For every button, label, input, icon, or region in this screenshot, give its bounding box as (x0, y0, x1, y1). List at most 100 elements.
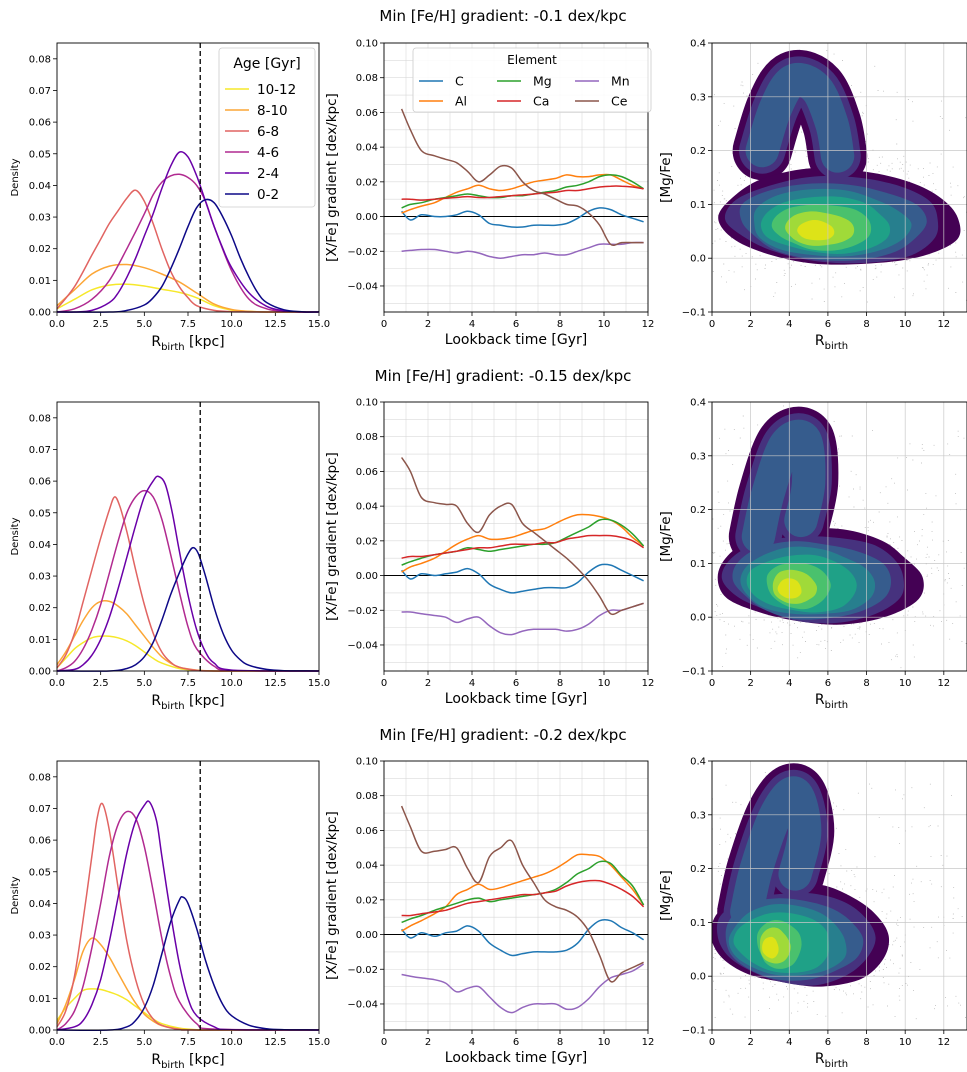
x-tick-label: 6 (513, 1037, 519, 1048)
x-tick-label: 0.0 (49, 1037, 65, 1048)
y-tick-label: 0.06 (356, 826, 378, 837)
x-axis-label-main: R (815, 1051, 825, 1067)
x-axis-label-main: R (151, 1052, 161, 1068)
density-line-6-8 (56, 189, 319, 313)
y-axis-label: [Mg/Fe] (658, 152, 674, 203)
x-tick-label: 5.0 (136, 1037, 152, 1048)
density-line-4-6 (56, 810, 320, 1031)
y-tick-label: 0.02 (356, 895, 378, 906)
x-axis-label-sub: birth (825, 341, 849, 352)
y-tick-label: 0.02 (356, 177, 378, 188)
gradient-line-Al (401, 173, 644, 214)
legend-label: 10-12 (257, 82, 296, 98)
x-tick-label: 15.0 (308, 319, 330, 330)
y-tick-label: 0.07 (29, 445, 51, 456)
density-line-6-8 (56, 496, 320, 672)
gradient-line-Mn (401, 602, 644, 636)
gradient-line-C (401, 563, 644, 594)
x-tick-label: 2 (425, 678, 431, 689)
density-line-2-4 (56, 800, 320, 1031)
y-tick-label: 0.08 (356, 432, 378, 443)
density-line-0-2 (56, 198, 320, 313)
y-tick-label: 0.03 (29, 213, 51, 224)
y-tick-label: 0.4 (690, 39, 706, 50)
y-tick-label: 0.3 (690, 810, 706, 821)
legend-label: Mn (611, 74, 630, 89)
gradient-line-Ca (401, 185, 644, 201)
y-tick-label: −0.04 (347, 281, 378, 292)
legend-label: 2-4 (257, 166, 279, 182)
x-tick-label: 2 (425, 1037, 431, 1048)
y-tick-label: 0.01 (29, 635, 51, 646)
y-tick-label: 0.10 (356, 39, 378, 50)
kde-panel-content (712, 49, 967, 303)
y-tick-label: 0.07 (29, 86, 51, 97)
x-tick-label: 7.5 (180, 319, 196, 330)
y-tick-label: 0.02 (29, 962, 51, 973)
y-tick-label: 0.03 (29, 931, 51, 942)
y-tick-label: 0.01 (29, 276, 51, 287)
y-tick-label: 0.08 (29, 772, 51, 783)
x-tick-label: 4 (469, 1037, 475, 1048)
y-tick-label: 0.4 (690, 398, 706, 409)
x-tick-label: 2 (747, 319, 753, 330)
y-tick-label: 0.00 (356, 930, 378, 941)
plot-frame (56, 401, 320, 672)
gradient-line-Ce (400, 457, 644, 616)
gradient-line-Ce (400, 108, 644, 247)
x-tick-label: 0 (381, 1037, 387, 1048)
x-tick-label: 12 (937, 319, 950, 330)
y-tick-label: 0.4 (690, 757, 706, 768)
kde-body-level-7 (797, 220, 835, 241)
y-tick-label: 0.06 (356, 467, 378, 478)
density-line-0-2 (56, 546, 320, 672)
plot-frame (711, 760, 967, 1031)
y-tick-label: 0.2 (690, 864, 706, 875)
x-tick-label: 10.0 (221, 1037, 243, 1048)
x-tick-label: 10 (598, 678, 611, 689)
x-axis-label: Rbirth (815, 333, 848, 352)
y-tick-label: 0.08 (356, 73, 378, 84)
density-line-4-6 (56, 173, 320, 313)
legend-box (412, 47, 652, 113)
x-tick-label: 10 (899, 678, 912, 689)
y-tick-label: −0.02 (347, 606, 378, 617)
x-tick-label: 2.5 (93, 319, 109, 330)
gradient-line-Al (401, 853, 645, 932)
gradient-line-Mg (401, 860, 645, 924)
legend-label: Ca (533, 94, 549, 109)
y-tick-label: 0.3 (690, 92, 706, 103)
plot-frame (56, 42, 320, 313)
y-tick-label: 0.08 (29, 413, 51, 424)
y-tick-label: 0.0 (690, 254, 706, 265)
x-axis-label-main: R (151, 693, 161, 709)
x-tick-label: 10.0 (221, 319, 243, 330)
x-tick-label: 2 (425, 319, 431, 330)
x-axis-label: Lookback time [Gyr] (445, 691, 587, 707)
y-axis-label: Density (10, 876, 21, 914)
plot-frame (711, 42, 967, 313)
x-tick-label: 7.5 (180, 1037, 196, 1048)
kde-arm-level-2 (745, 62, 855, 173)
x-tick-label: 8 (863, 1037, 869, 1048)
x-tick-label: 12 (642, 319, 655, 330)
x-tick-label: 5.0 (136, 678, 152, 689)
legend-title: Age [Gyr] (233, 56, 300, 72)
y-axis-label: [X/Fe] gradient [dex/kpc] (324, 93, 340, 262)
x-tick-label: 0 (381, 319, 387, 330)
x-tick-label: 2.5 (93, 678, 109, 689)
legend-label: Al (455, 94, 467, 109)
x-tick-label: 2.5 (93, 1037, 109, 1048)
gradient-line-C (401, 918, 645, 957)
plot-frame (383, 760, 649, 1031)
x-tick-label: 12 (937, 1037, 950, 1048)
x-tick-label: 6 (825, 678, 831, 689)
x-tick-label: 10 (899, 1037, 912, 1048)
gradient-line-Ce (400, 805, 644, 983)
x-tick-label: 4 (786, 1037, 792, 1048)
x-tick-label: 0 (709, 678, 715, 689)
x-axis-label: Lookback time [Gyr] (445, 332, 587, 348)
x-axis-label-sub: birth (161, 342, 185, 353)
y-tick-label: 0.04 (356, 861, 378, 872)
x-tick-label: 4 (469, 678, 475, 689)
